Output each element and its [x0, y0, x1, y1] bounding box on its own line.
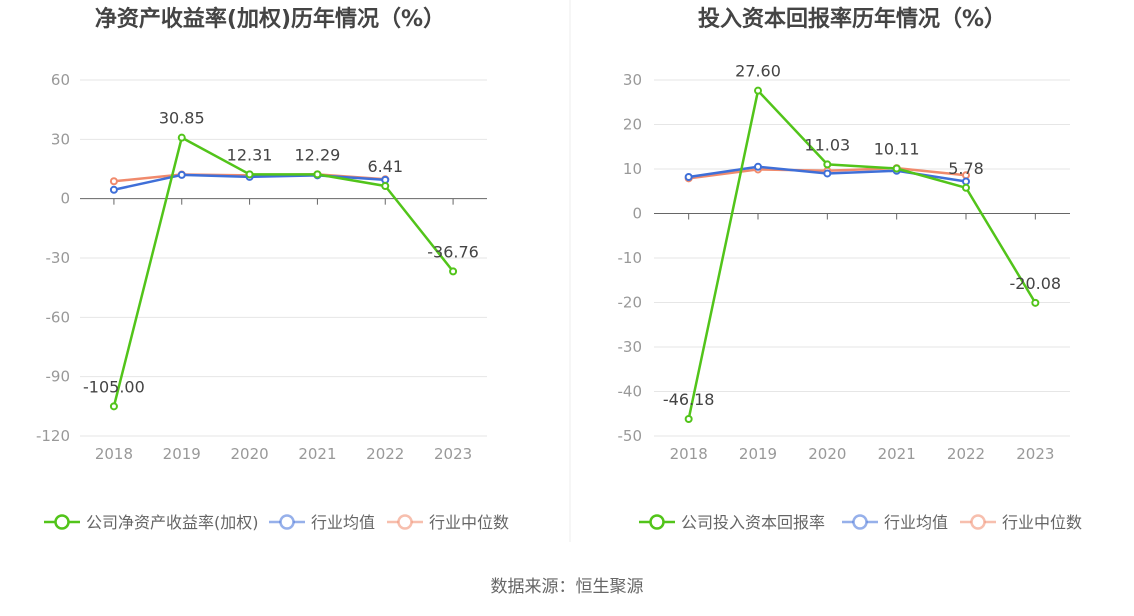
x-tick-label: 2020	[230, 445, 268, 463]
data-label: 30.85	[159, 109, 205, 128]
data-label: -46.18	[663, 390, 715, 409]
x-tick-label: 2023	[1016, 445, 1054, 463]
data-point	[823, 160, 832, 169]
y-tick-label: -40	[618, 383, 643, 401]
legend-marker	[649, 514, 665, 530]
y-tick-label: 60	[51, 71, 70, 89]
data-point	[381, 175, 390, 184]
legend-marker	[970, 514, 986, 530]
legend-label: 行业均值	[311, 513, 375, 532]
x-tick-label: 2022	[947, 445, 985, 463]
series-line	[112, 136, 455, 407]
data-label: 10.11	[874, 140, 920, 159]
y-tick-label: -30	[618, 338, 643, 356]
data-label: -105.00	[83, 377, 145, 396]
legend-label: 公司净资产收益率(加权)	[86, 513, 259, 532]
data-label: 27.60	[735, 62, 781, 81]
legend-label: 公司投入资本回报率	[681, 513, 825, 532]
data-point	[754, 86, 762, 95]
data-label: 11.03	[804, 135, 850, 154]
y-tick-label: 0	[60, 190, 70, 208]
legend-marker	[279, 514, 295, 530]
legend-marker	[397, 514, 413, 530]
x-tick-label: 2021	[298, 445, 336, 463]
roic-chart-panel: 投入资本回报率历年情况（%） 30 20 10 0 -10 -20 -30 -40 -50 2018…	[618, 6, 1083, 532]
y-tick-label: -90	[46, 368, 71, 386]
legend-label: 行业均值	[884, 513, 948, 532]
y-tick-label: -10	[618, 249, 643, 267]
roe-chart-panel: 净资产收益率(加权)历年情况（%） 60 30 0 -30 -60 -90 -120 2018 2…	[36, 6, 509, 532]
data-point	[313, 170, 322, 179]
legend-marker	[54, 514, 70, 530]
data-point	[381, 181, 390, 190]
x-tick-label: 2018	[670, 445, 708, 463]
data-point	[962, 177, 970, 186]
x-tick-label: 2022	[366, 445, 404, 463]
data-source-footer: 数据来源：恒生聚源	[491, 577, 644, 597]
data-point	[109, 177, 118, 186]
data-point	[449, 267, 458, 276]
chart-title: 净资产收益率(加权)历年情况（%）	[95, 6, 445, 32]
data-label: -20.08	[1010, 274, 1062, 293]
y-tick-label: -50	[618, 427, 643, 445]
y-tick-label: 20	[623, 116, 642, 134]
x-tick-label: 2019	[163, 445, 201, 463]
legend-label: 行业中位数	[429, 513, 509, 532]
data-point	[245, 170, 254, 179]
y-tick-label: -20	[618, 294, 643, 312]
data-point	[177, 170, 186, 179]
data-point	[177, 133, 186, 142]
y-tick-label: -60	[46, 308, 71, 326]
legend-label: 行业中位数	[1002, 513, 1082, 532]
chart-title: 投入资本回报率历年情况（%）	[698, 6, 1006, 32]
legend-marker	[852, 514, 868, 530]
y-tick-label: -30	[46, 249, 71, 267]
x-tick-label: 2018	[95, 445, 133, 463]
data-point	[109, 402, 118, 411]
series-line	[687, 89, 1037, 420]
data-point	[754, 162, 762, 171]
data-point	[684, 173, 693, 182]
x-tick-label: 2020	[808, 445, 846, 463]
data-label: -36.76	[427, 242, 479, 261]
data-point	[684, 415, 693, 424]
data-point	[962, 183, 970, 192]
data-label: 12.31	[227, 145, 273, 164]
y-tick-label: -120	[36, 427, 70, 445]
data-point	[892, 164, 901, 173]
x-tick-label: 2023	[434, 445, 472, 463]
data-label: 6.41	[367, 157, 403, 176]
y-tick-label: 30	[623, 71, 642, 89]
y-tick-label: 10	[623, 160, 642, 178]
data-point	[1031, 298, 1040, 307]
y-tick-label: 0	[632, 205, 642, 223]
data-label: 5.78	[948, 159, 984, 178]
y-tick-label: 30	[51, 130, 70, 148]
data-label: 12.29	[295, 145, 341, 164]
x-tick-label: 2019	[739, 445, 777, 463]
data-point	[109, 185, 118, 194]
data-point	[823, 169, 832, 178]
x-tick-label: 2021	[878, 445, 916, 463]
